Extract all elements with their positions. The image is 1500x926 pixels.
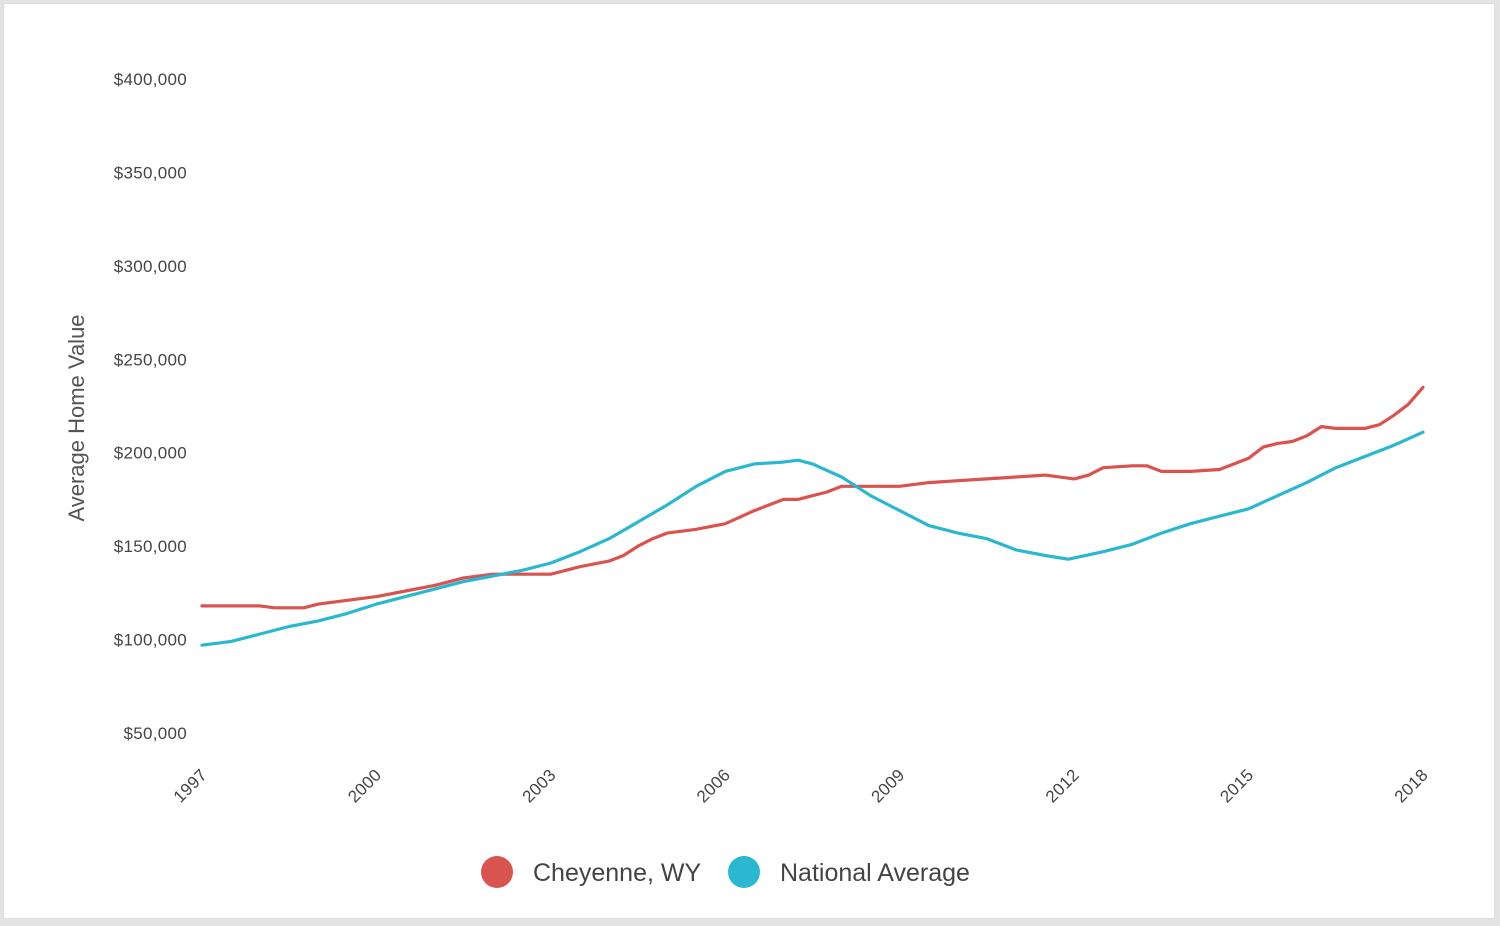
x-tick-label: 2009 — [868, 765, 909, 806]
y-tick-label: $300,000 — [114, 257, 187, 276]
x-tick-label: 2003 — [519, 765, 560, 806]
legend-swatch — [481, 856, 513, 888]
x-tick-label: 2015 — [1216, 765, 1257, 806]
y-tick-label: $100,000 — [114, 631, 187, 650]
series-line-1 — [200, 430, 1425, 647]
y-tick-label: $350,000 — [114, 163, 187, 182]
x-tick-label: 2006 — [693, 765, 734, 806]
y-tick-label: $50,000 — [123, 724, 187, 743]
y-axis-label: Average Home Value — [64, 314, 89, 521]
x-tick-label: 2000 — [344, 765, 385, 806]
y-tick-label: $250,000 — [114, 350, 187, 369]
legend: Cheyenne, WY National Average — [481, 856, 970, 888]
line-chart: Average Home Value $400,000 $350,000 $300,… — [64, 70, 1432, 888]
y-tick-label: $400,000 — [114, 70, 187, 89]
x-tick-label: 2012 — [1042, 765, 1083, 806]
legend-label: Cheyenne, WY — [533, 859, 701, 887]
legend-swatch — [728, 856, 760, 888]
y-axis: $400,000 $350,000 $300,000 $250,000 $200,000… — [114, 70, 187, 743]
legend-label: National Average — [780, 859, 970, 887]
x-tick-label: 2018 — [1391, 765, 1432, 806]
series-lines — [200, 385, 1425, 647]
series-line-0 — [200, 385, 1425, 610]
y-tick-label: $150,000 — [114, 537, 187, 556]
chart-frame: Average Home Value $400,000 $350,000 $300,… — [3, 3, 1495, 919]
x-tick-label: 1997 — [170, 765, 211, 806]
x-axis: 1997 2000 2003 2006 2009 2012 2015 2018 — [170, 765, 1432, 806]
y-tick-label: $200,000 — [114, 444, 187, 463]
